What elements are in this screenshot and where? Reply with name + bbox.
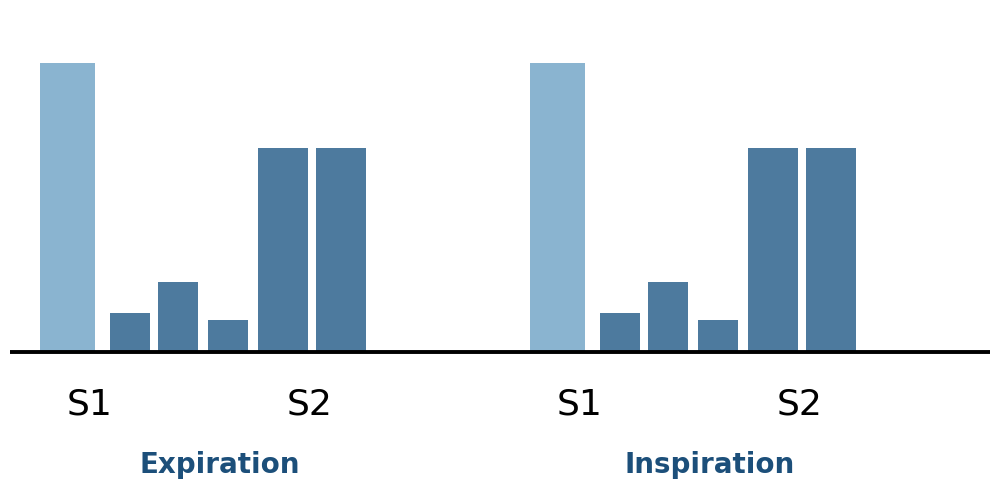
Text: S1: S1 [67, 388, 113, 422]
Text: Expiration: Expiration [140, 450, 300, 478]
Bar [648, 282, 688, 352]
Text: S2: S2 [287, 388, 333, 422]
Text: Inspiration: Inspiration [625, 450, 795, 478]
Bar [158, 282, 198, 352]
Bar [530, 64, 585, 352]
Bar [110, 314, 150, 352]
Bar [208, 320, 248, 352]
Bar [600, 314, 640, 352]
Text: S1: S1 [557, 388, 603, 422]
Bar [698, 320, 738, 352]
Text: S2: S2 [777, 388, 823, 422]
Bar [316, 148, 366, 352]
Bar [40, 64, 95, 352]
Bar [748, 148, 798, 352]
Bar [806, 148, 856, 352]
Bar [258, 148, 308, 352]
